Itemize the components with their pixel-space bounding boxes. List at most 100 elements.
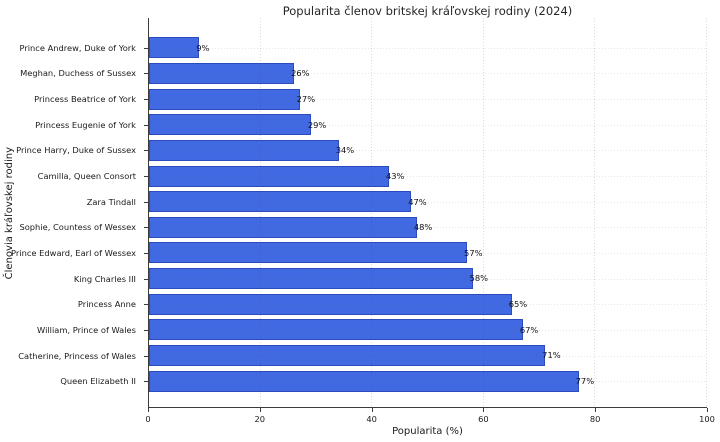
bar-value-label: 77% — [575, 376, 595, 386]
horizontal-gridline — [149, 329, 707, 331]
horizontal-gridline — [149, 124, 707, 126]
y-tick-mark — [144, 176, 148, 178]
y-tick-mark — [144, 227, 148, 229]
y-tick-label: Camilla, Queen Consort — [37, 171, 136, 182]
y-tick-labels: Prince Andrew, Duke of York Meghan, Duche… — [0, 35, 142, 394]
x-tick-mark — [483, 408, 485, 412]
horizontal-gridline — [149, 47, 707, 49]
bar-row: 47% — [144, 189, 707, 215]
bar — [149, 165, 389, 187]
bar-row: 26% — [144, 61, 707, 87]
bar-row: 48% — [144, 214, 707, 240]
y-tick-mark — [144, 73, 148, 75]
horizontal-gridline — [149, 355, 707, 357]
bar-value-label: 48% — [413, 222, 433, 233]
bar-value-label: 57% — [464, 247, 483, 258]
x-tick-label: 40 — [366, 414, 377, 424]
bar-value-label: 29% — [307, 119, 327, 130]
y-tick-mark — [144, 381, 148, 383]
x-tick-label: 100 — [699, 414, 715, 424]
bar-row: 57% — [144, 240, 707, 266]
x-tick-label: 0 — [145, 414, 151, 424]
y-tick-label: Princess Beatrice of York — [34, 94, 136, 105]
y-tick-mark — [144, 124, 148, 126]
y-tick-label: Princess Anne — [77, 299, 136, 310]
bar-value-label: 43% — [385, 170, 405, 181]
bar-row: 71% — [144, 343, 707, 369]
bar-row: 77% — [144, 368, 707, 394]
bar — [149, 114, 311, 136]
bar-value-label: 67% — [519, 324, 539, 335]
horizontal-gridline — [149, 99, 707, 101]
bar — [149, 139, 339, 161]
bar-row: 65% — [144, 291, 707, 317]
horizontal-gridline — [149, 201, 707, 203]
bar-value-label: 34% — [335, 145, 355, 156]
horizontal-gridline — [149, 176, 707, 178]
y-tick-mark — [144, 47, 148, 49]
y-tick-label: Zara Tindall — [86, 196, 136, 207]
y-tick-label: Queen Elizabeth II — [60, 376, 136, 387]
bars-container: 9% 26% 27% 29% 34% 43% 47% 48% 57% 58% 65% 67% 71% 77… — [144, 35, 707, 394]
y-tick-label: King Charles III — [73, 273, 136, 284]
horizontal-gridline — [149, 150, 707, 152]
bar-value-label: 26% — [291, 68, 310, 79]
bar-value-label: 27% — [296, 93, 316, 104]
x-tick-mark — [707, 408, 708, 412]
y-tick-label: Meghan, Duchess of Sussex — [20, 68, 136, 79]
bar — [149, 37, 200, 59]
bar-row: 9% — [144, 35, 707, 61]
bar — [149, 191, 412, 213]
horizontal-gridline — [149, 227, 707, 229]
bar-row: 29% — [144, 112, 707, 138]
bar — [149, 370, 579, 392]
bar — [149, 242, 468, 264]
x-tick-label: 20 — [254, 414, 266, 424]
vertical-gridline — [371, 18, 373, 407]
y-tick-label: Prince Andrew, Duke of York — [19, 42, 136, 53]
y-tick-mark — [144, 201, 148, 203]
bar-value-label: 9% — [196, 42, 210, 53]
horizontal-gridline — [149, 252, 707, 254]
y-tick-label: William, Prince of Wales — [37, 324, 136, 335]
plot-area: 9% 26% 27% 29% 34% 43% 47% 48% 57% 58% 65% 67% 71% 77… — [144, 18, 707, 408]
chart-title: Popularita členov britskej kráľovskej ro… — [282, 4, 573, 18]
bar-value-label: 65% — [508, 299, 528, 310]
vertical-gridline — [259, 18, 261, 407]
bar-row: 43% — [144, 163, 707, 189]
x-tick-mark — [259, 408, 261, 412]
bar — [149, 268, 473, 290]
bar — [149, 88, 300, 110]
bar — [149, 319, 523, 341]
y-tick-mark — [144, 329, 148, 331]
horizontal-gridline — [149, 278, 707, 280]
horizontal-gridline — [149, 304, 707, 306]
y-tick-label: Prince Harry, Duke of Sussex — [16, 145, 136, 156]
x-tick-label: 80 — [589, 414, 601, 424]
y-tick-mark — [144, 355, 148, 357]
bar — [149, 216, 417, 238]
horizontal-gridline — [149, 73, 707, 75]
bar-row: 27% — [144, 86, 707, 112]
vertical-gridline — [706, 18, 707, 407]
bar-value-label: 47% — [408, 196, 427, 207]
x-tick-mark — [371, 408, 373, 412]
x-tick-mark — [595, 408, 597, 412]
y-tick-mark — [144, 99, 148, 101]
bar-row: 58% — [144, 266, 707, 292]
x-tick-label: 60 — [478, 414, 489, 424]
horizontal-gridline — [149, 381, 707, 383]
x-axis-label: Popularita (%) — [392, 426, 463, 437]
bar-row: 67% — [144, 317, 707, 343]
bar — [149, 62, 295, 84]
y-tick-mark — [144, 278, 148, 280]
bar-row: 34% — [144, 138, 707, 164]
y-tick-label: Sophie, Countess of Wessex — [19, 222, 136, 233]
bar — [149, 293, 512, 315]
vertical-gridline — [482, 18, 484, 407]
x-tick-mark — [148, 408, 149, 412]
bar-value-label: 58% — [469, 273, 489, 284]
y-tick-mark — [144, 304, 148, 306]
y-tick-label: Prince Edward, Earl of Wessex — [11, 247, 136, 258]
